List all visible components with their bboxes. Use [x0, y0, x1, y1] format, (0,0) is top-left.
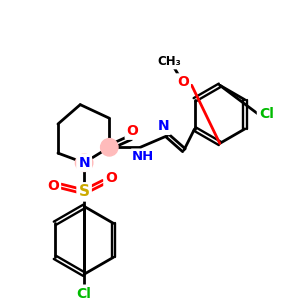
- Text: S: S: [79, 184, 90, 200]
- Circle shape: [75, 154, 93, 172]
- Text: NH: NH: [132, 151, 154, 164]
- Text: N: N: [78, 156, 90, 170]
- Text: CH₃: CH₃: [158, 55, 181, 68]
- Text: O: O: [47, 179, 59, 193]
- Text: Cl: Cl: [77, 286, 92, 300]
- Text: Cl: Cl: [259, 107, 274, 121]
- Text: O: O: [105, 171, 117, 185]
- Text: O: O: [177, 75, 189, 89]
- Text: O: O: [127, 124, 139, 138]
- Text: N: N: [158, 119, 170, 133]
- Circle shape: [100, 139, 118, 156]
